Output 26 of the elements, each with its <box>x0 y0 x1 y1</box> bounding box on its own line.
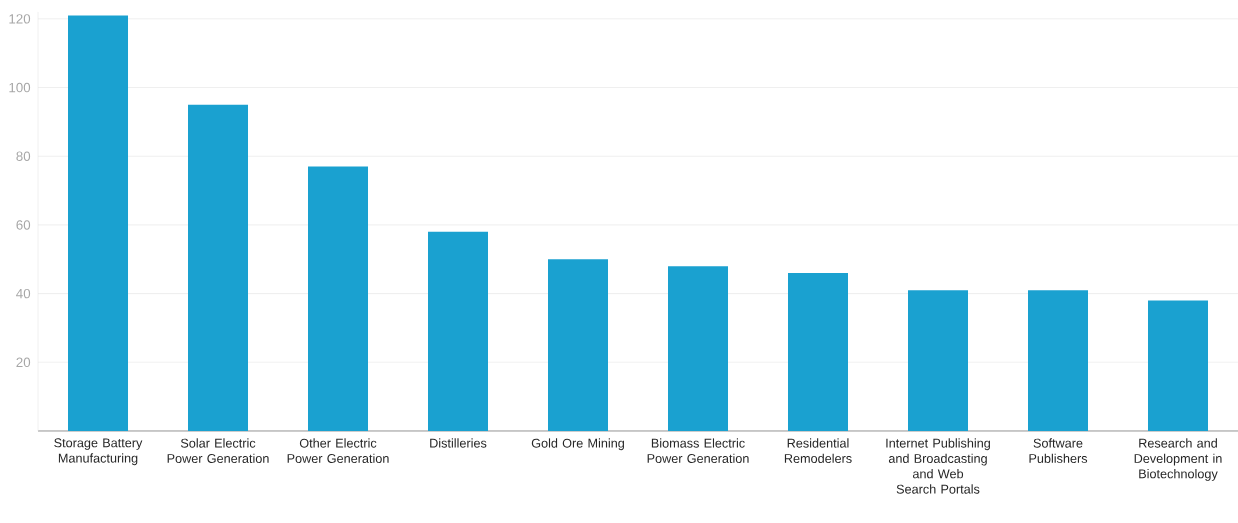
y-tick-label: 20 <box>16 357 31 368</box>
x-tick-label: Storage Battery Manufacturing <box>54 438 143 466</box>
y-tick-label: 100 <box>9 82 31 93</box>
x-tick-label: Distilleries <box>430 438 487 448</box>
x-tick-label: Research and Development in Biotechnology <box>1134 438 1222 481</box>
x-tick-label: Biomass Electric Power Generation <box>647 438 749 463</box>
y-tick-label: 40 <box>16 288 31 299</box>
bar <box>788 273 848 431</box>
bar <box>668 266 729 431</box>
bar <box>908 290 968 431</box>
bar <box>188 104 249 431</box>
y-tick-label: 80 <box>16 151 31 161</box>
y-tick-label: 60 <box>16 220 31 230</box>
x-tick-label: Internet Publishing and Broadcasting and Web Search Portals <box>886 438 990 494</box>
bar <box>1148 300 1208 431</box>
x-tick-label: Software Publishers <box>1029 438 1088 463</box>
x-tick-label: Gold Ore Mining <box>531 438 624 451</box>
bar <box>428 231 488 431</box>
y-tick-label: 120 <box>9 14 31 24</box>
x-tick-label: Residential Remodelers <box>784 438 852 463</box>
bar <box>68 15 129 431</box>
x-tick-label: Other Electric Power Generation <box>287 438 389 463</box>
bar <box>1028 290 1088 431</box>
x-tick-label: Solar Electric Power Generation <box>167 438 269 463</box>
bar <box>548 259 608 431</box>
bar <box>308 166 369 431</box>
